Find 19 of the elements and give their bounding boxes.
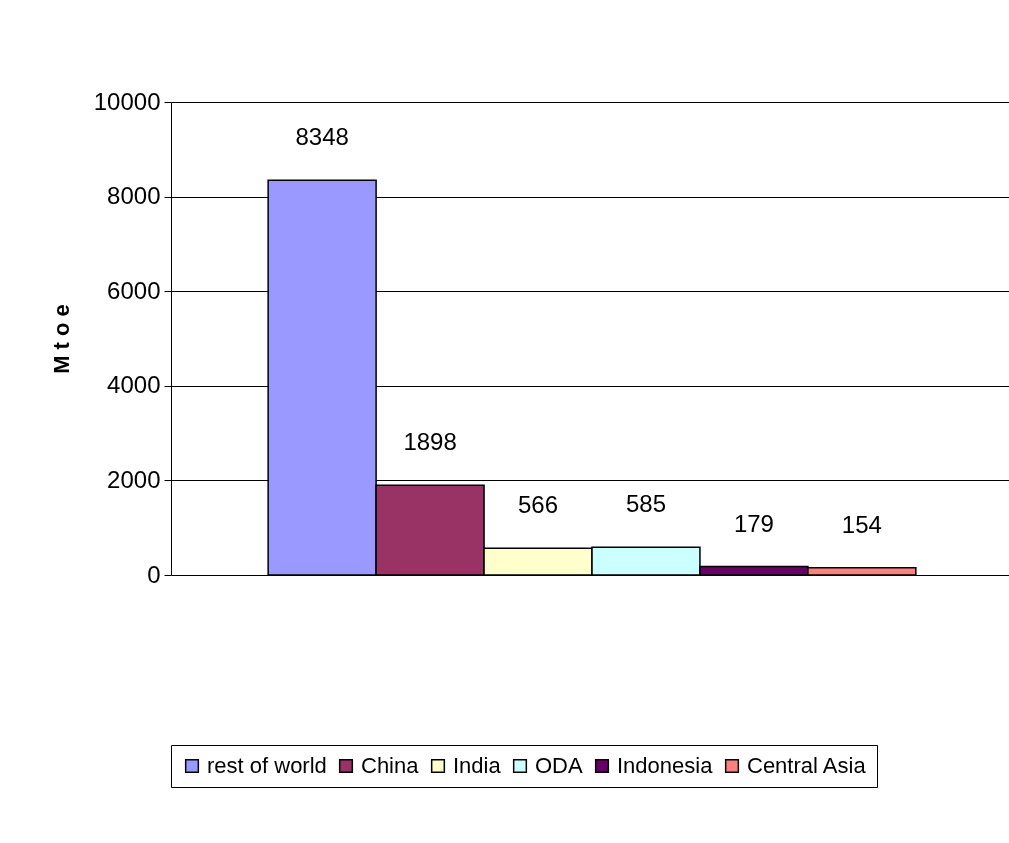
y-tick-label: 6000 (107, 276, 161, 304)
data-label: 154 (841, 510, 882, 538)
legend-label: Central Asia (747, 753, 867, 778)
y-tick-label: 10000 (93, 87, 161, 115)
y-tick-label: 0 (147, 560, 161, 588)
data-label: 585 (625, 490, 666, 518)
y-tick-label: 8000 (107, 182, 161, 210)
y-tick-label: 2000 (107, 465, 161, 493)
legend-label: rest of world (207, 753, 327, 778)
y-tick-label: 4000 (107, 371, 161, 399)
legend-label: Indonesia (617, 753, 714, 778)
y-axis-title: M t o e (48, 304, 74, 374)
data-label: 179 (733, 509, 774, 537)
data-label: 8348 (295, 123, 349, 151)
data-label: 566 (518, 491, 559, 519)
legend-label: China (361, 753, 420, 778)
legend-label: India (453, 753, 502, 778)
data-label: 1898 (403, 428, 457, 456)
legend-label: ODA (535, 753, 583, 778)
